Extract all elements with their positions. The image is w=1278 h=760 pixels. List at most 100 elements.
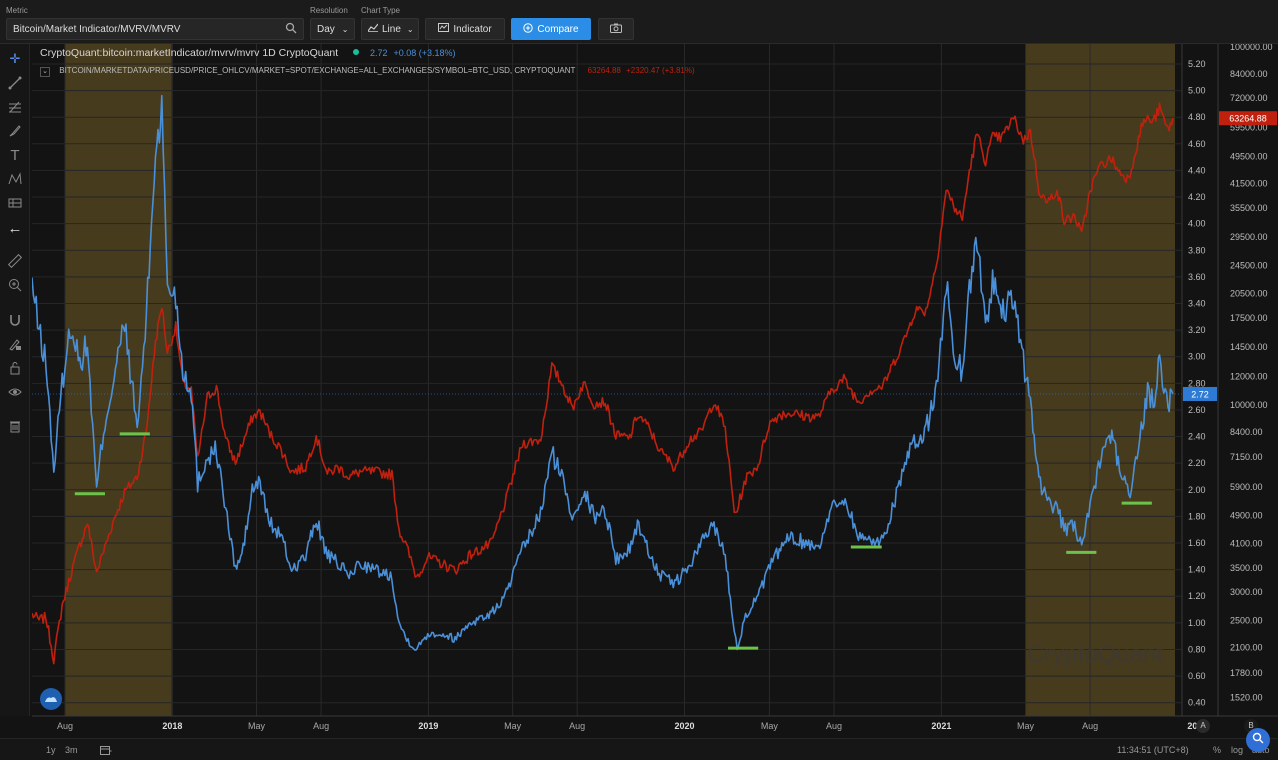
mvrv-tick-label: 0.80 xyxy=(1188,644,1206,654)
x-tick-label: 2021 xyxy=(931,721,951,731)
price-axis-background xyxy=(1218,44,1278,716)
price-tick-label: 59500.00 xyxy=(1230,123,1268,133)
x-tick-label: May xyxy=(504,721,522,731)
mvrv-legend-value: 2.72 xyxy=(370,48,388,58)
chart-type-label: Chart Type xyxy=(361,6,400,15)
top-control-bar: Metric Bitcoin/Market Indicator/MVRV/MVR… xyxy=(0,0,1278,44)
price-tick-label: 5900.00 xyxy=(1230,482,1263,492)
price-tick-label: 72000.00 xyxy=(1230,93,1268,103)
x-tick-label: Aug xyxy=(1082,721,1098,731)
ruler-icon[interactable] xyxy=(6,252,24,270)
indicator-button[interactable]: Indicator xyxy=(425,18,505,40)
highlight-band xyxy=(1025,44,1175,716)
zoom-in-icon[interactable] xyxy=(6,276,24,294)
price-tick-label: 4100.00 xyxy=(1230,538,1263,548)
compare-icon xyxy=(523,22,534,36)
price-last-value-text: 63264.88 xyxy=(1229,114,1267,124)
metric-select[interactable]: Bitcoin/Market Indicator/MVRV/MVRV xyxy=(6,18,304,40)
crosshair-icon[interactable]: ✛ xyxy=(9,51,21,66)
price-tick-label: 29500.00 xyxy=(1230,232,1268,242)
mvrv-tick-label: 2.20 xyxy=(1188,458,1206,468)
mvrv-tick-label: 0.60 xyxy=(1188,671,1206,681)
screenshot-button[interactable] xyxy=(598,18,634,40)
price-tick-label: 35500.00 xyxy=(1230,203,1268,213)
eye-icon[interactable] xyxy=(6,383,24,401)
series-legend-price[interactable]: ⌄ BITCOIN/MARKETDATA/PRICEUSD/PRICE_OHLC… xyxy=(40,66,695,77)
mvrv-tick-label: 2.40 xyxy=(1188,432,1206,442)
camera-icon xyxy=(610,23,622,36)
lock-icon[interactable] xyxy=(6,359,24,377)
mvrv-tick-label: 1.20 xyxy=(1188,591,1206,601)
measure-icon[interactable] xyxy=(6,194,24,212)
percent-scale-toggle[interactable]: % xyxy=(1213,745,1222,755)
price-tick-label: 10000.00 xyxy=(1230,400,1268,410)
x-tick-label: Aug xyxy=(826,721,842,731)
price-tick-label: 14500.00 xyxy=(1230,342,1268,352)
resolution-label: Resolution xyxy=(310,6,348,15)
mvrv-tick-label: 1.00 xyxy=(1188,618,1206,628)
mvrv-tick-label: 3.60 xyxy=(1188,272,1206,282)
price-tick-label: 2100.00 xyxy=(1230,642,1263,652)
collapse-chevron-icon[interactable]: ⌄ xyxy=(40,67,50,77)
text-icon[interactable]: T xyxy=(10,146,20,164)
x-tick-label: May xyxy=(248,721,266,731)
magnet-icon[interactable] xyxy=(6,311,24,329)
drawing-toolbar: ✛ T ← xyxy=(0,44,30,716)
mvrv-tick-label: 1.80 xyxy=(1188,511,1206,521)
trash-icon[interactable] xyxy=(6,417,24,435)
price-series-line xyxy=(32,102,1174,665)
log-scale-toggle[interactable]: log xyxy=(1231,745,1244,755)
plot-background xyxy=(32,44,1182,716)
mvrv-last-value-badge xyxy=(1183,386,1217,401)
chevron-down-icon: ⌄ xyxy=(341,24,349,34)
mvrv-tick-label: 3.80 xyxy=(1188,245,1206,255)
mvrv-tick-label: 3.20 xyxy=(1188,325,1206,335)
compare-button[interactable]: Compare xyxy=(511,18,591,40)
compare-label: Compare xyxy=(537,23,579,35)
resolution-select[interactable]: Day ⌄ xyxy=(310,18,355,40)
mvrv-tick-label: 4.40 xyxy=(1188,165,1206,175)
mvrv-tick-label: 2.80 xyxy=(1188,378,1206,388)
mvrv-tick-label: 5.20 xyxy=(1188,59,1206,69)
chevron-down-icon: ⌄ xyxy=(406,24,414,34)
price-tick-label: 17500.00 xyxy=(1230,313,1268,323)
fib-icon[interactable] xyxy=(6,98,24,116)
lock-drawing-icon[interactable] xyxy=(6,335,24,353)
pattern-icon[interactable] xyxy=(6,170,24,188)
watermark: CryptoQuant xyxy=(1027,641,1163,668)
brush-icon[interactable] xyxy=(6,122,24,140)
series-legend-mvrv[interactable]: CryptoQuant:bitcoin:marketIndicator/mvrv… xyxy=(40,47,456,59)
price-tick-label: 1780.00 xyxy=(1230,668,1263,678)
price-tick-label: 1520.00 xyxy=(1230,693,1263,703)
mvrv-tick-label: 1.60 xyxy=(1188,538,1206,548)
back-arrow-icon[interactable]: ← xyxy=(7,219,23,237)
axis-a-badge[interactable]: A xyxy=(1196,719,1210,733)
bottom-bar: 1y 3m 11:34:51 (UTC+8) % log auto xyxy=(0,738,1278,760)
metric-value: Bitcoin/Market Indicator/MVRV/MVRV xyxy=(13,23,181,35)
mvrv-legend-change: +0.08 (+3.18%) xyxy=(393,48,456,58)
resolution-value: Day xyxy=(317,23,335,35)
mvrv-tick-label: 4.20 xyxy=(1188,192,1206,202)
mvrv-axis-background xyxy=(1182,44,1218,716)
price-tick-label: 24500.00 xyxy=(1230,261,1268,271)
search-icon[interactable] xyxy=(285,22,297,37)
price-tick-label: 84000.00 xyxy=(1230,69,1268,79)
price-tick-label: 20500.00 xyxy=(1230,288,1268,298)
magnifier-button[interactable] xyxy=(1246,728,1270,752)
range-3m-button[interactable]: 3m xyxy=(65,745,78,755)
x-tick-label: Aug xyxy=(569,721,585,731)
date-range-icon[interactable] xyxy=(100,745,112,757)
price-tick-label: 8400.00 xyxy=(1230,427,1263,437)
mvrv-tick-label: 0.40 xyxy=(1188,698,1206,708)
range-1y-button[interactable]: 1y xyxy=(46,745,56,755)
chart-type-select[interactable]: Line ⌄ xyxy=(361,18,419,40)
mvrv-last-value-text: 2.72 xyxy=(1191,389,1209,399)
chart-type-value: Line xyxy=(382,23,401,35)
clock-time: 11:34:51 (UTC+8) xyxy=(1117,745,1189,755)
price-legend-value: 63264.88 xyxy=(587,66,621,75)
price-tick-label: 49500.00 xyxy=(1230,151,1268,161)
trendline-icon[interactable] xyxy=(6,74,24,92)
price-tick-label: 100000.00 xyxy=(1230,42,1273,52)
price-tick-label: 4900.00 xyxy=(1230,511,1263,521)
